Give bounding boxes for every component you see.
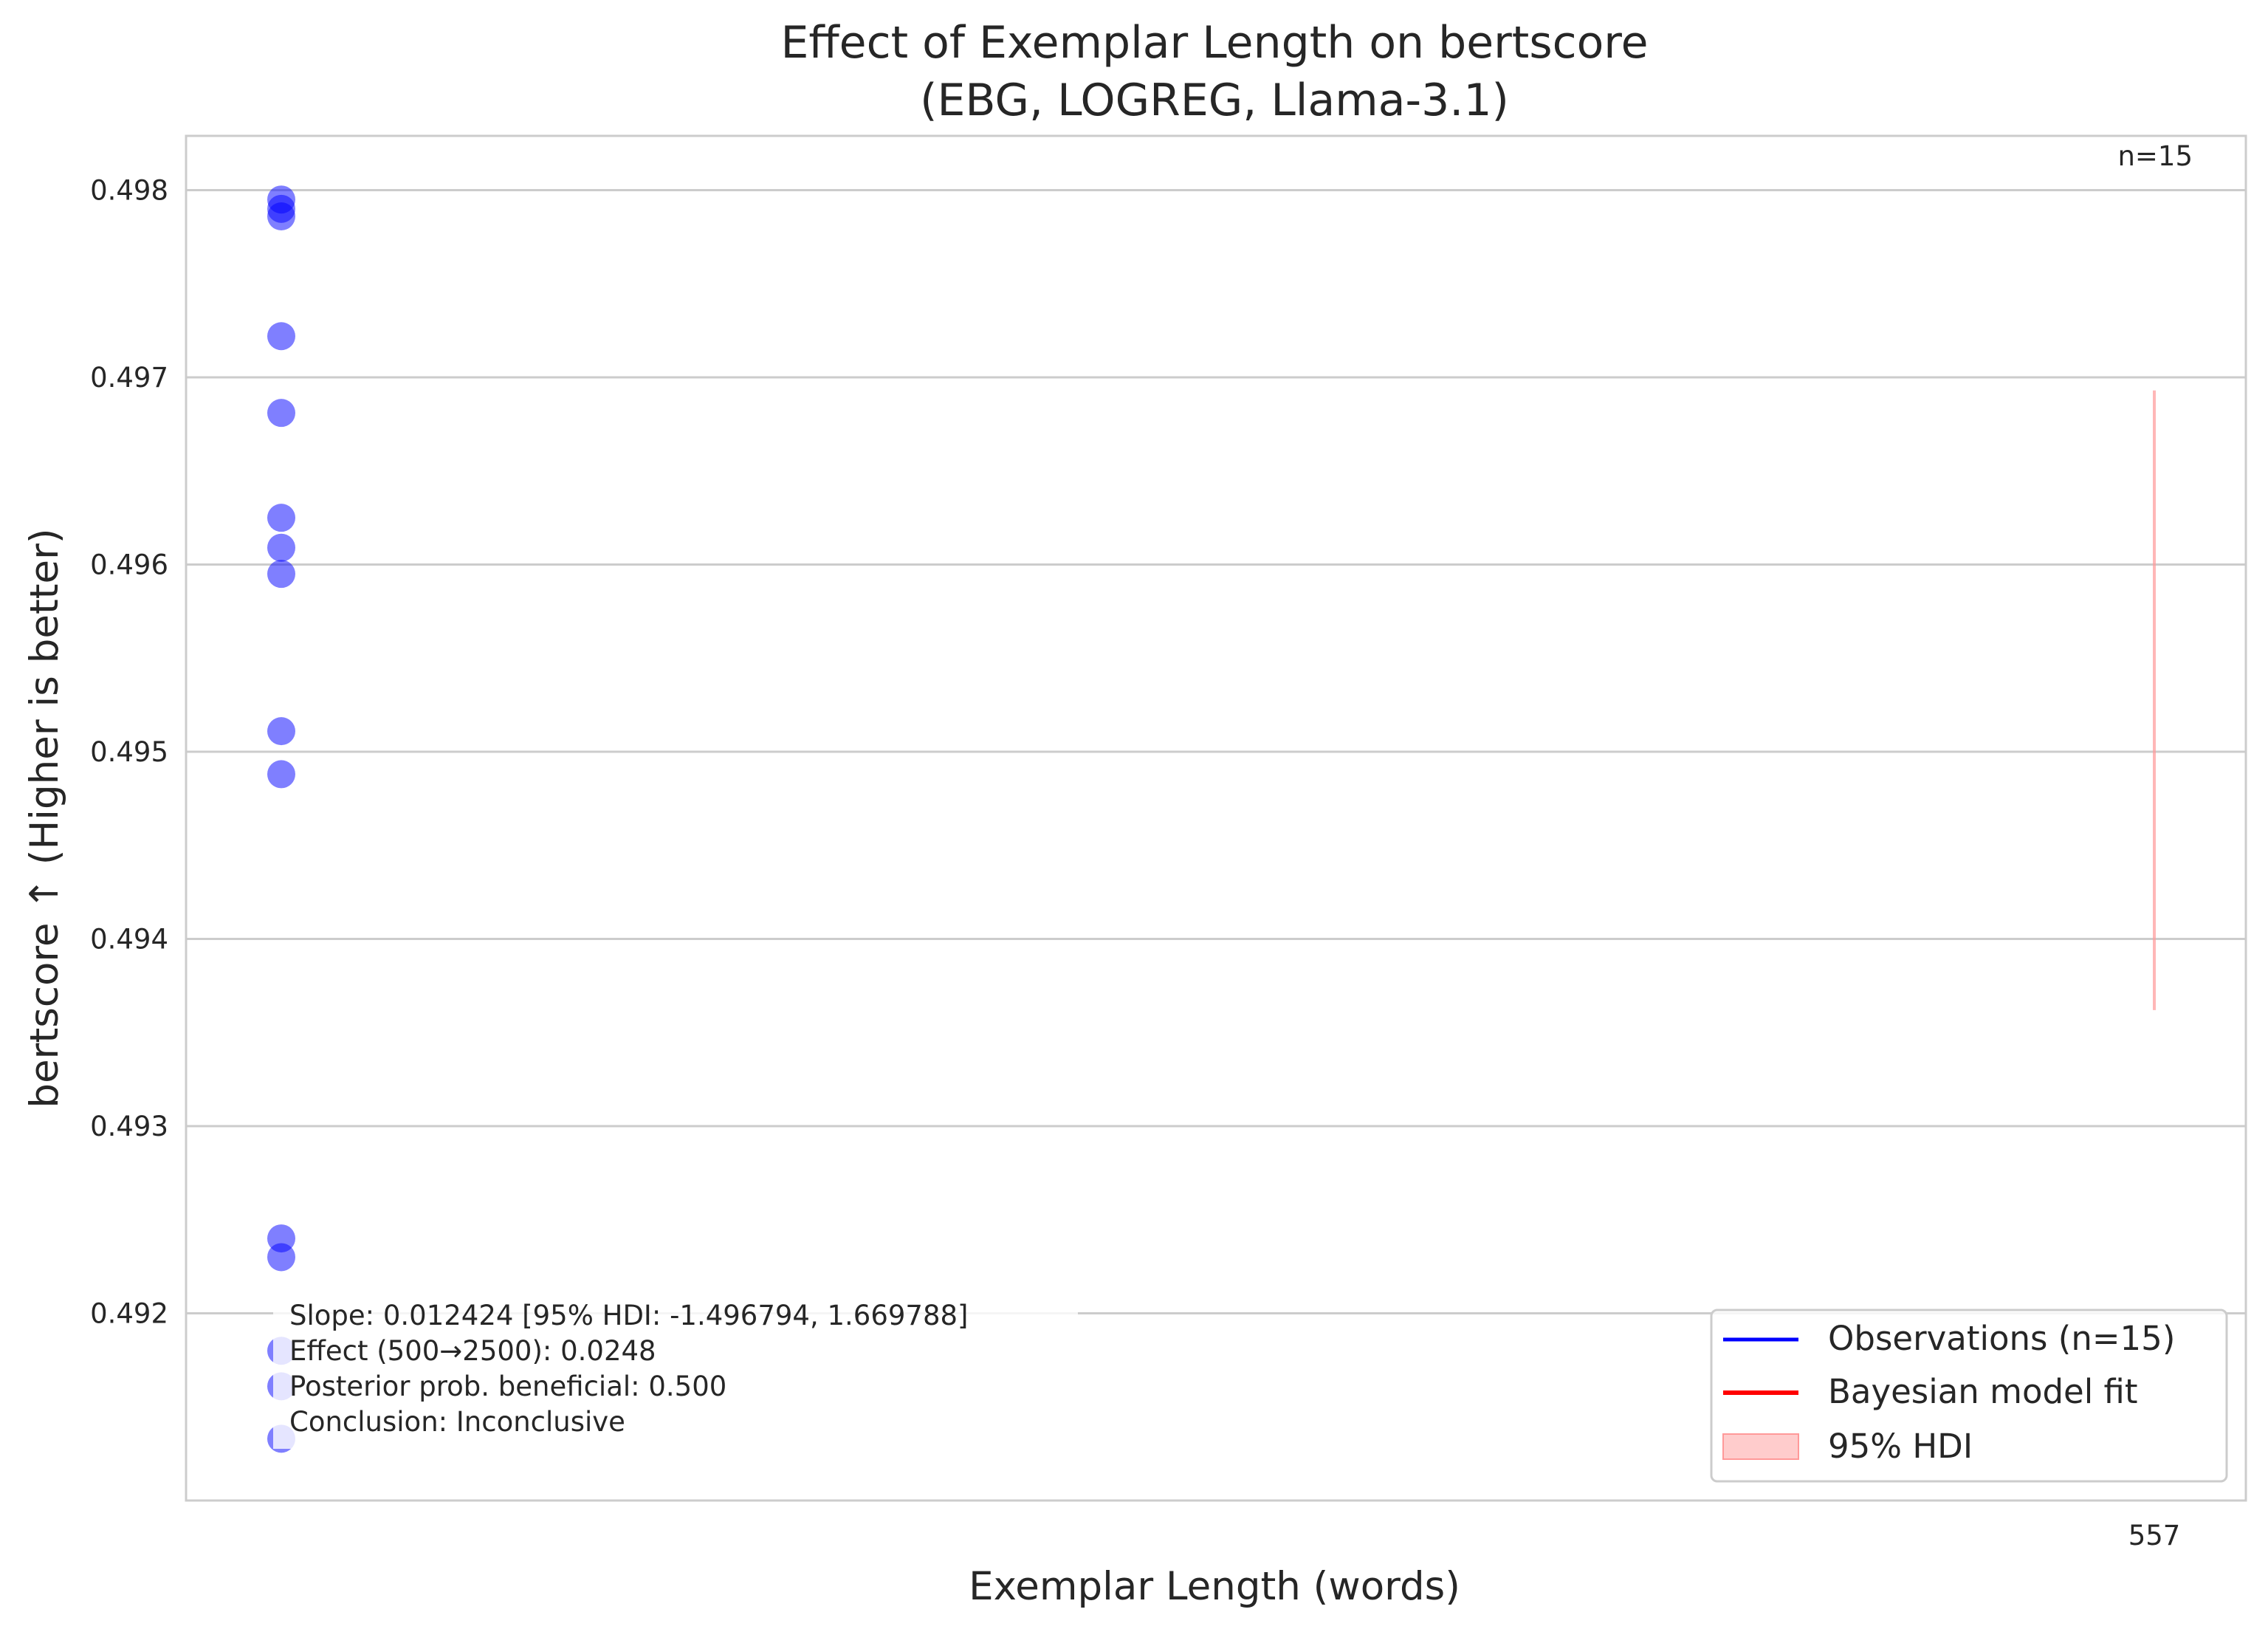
- stats-line-conclusion: Conclusion: Inconclusive: [289, 1406, 625, 1438]
- data-point: [267, 1243, 295, 1272]
- y-tick-label: 0.493: [90, 1111, 168, 1142]
- stats-box: [273, 1295, 1078, 1449]
- y-tick-label: 0.492: [90, 1298, 168, 1330]
- stats-text: Slope: 0.012424 [95% HDI: -1.496794, 1.6…: [289, 1300, 968, 1438]
- data-point: [267, 760, 295, 789]
- stats-line-posterior: Posterior prob. beneficial: 0.500: [289, 1371, 726, 1402]
- data-point: [267, 504, 295, 532]
- legend-frame: [1710, 1309, 2228, 1483]
- legend-label-observations: Observations (n=15): [1828, 1319, 2175, 1358]
- observation-points: [267, 185, 295, 1453]
- y-axis-label: bertscore ↑ (Higher is better): [22, 528, 67, 1108]
- chart-title: Effect of Exemplar Length on bertscore: [780, 17, 1648, 69]
- y-tick-label: 0.497: [90, 362, 168, 394]
- stats-line-slope: Slope: 0.012424 [95% HDI: -1.496794, 1.6…: [289, 1300, 968, 1331]
- data-point: [267, 202, 295, 231]
- plot-area: [185, 134, 2247, 1502]
- legend-swatch-hdi: [1722, 1433, 1799, 1460]
- chart-subtitle: (EBG, LOGREG, Llama-3.1): [920, 75, 1509, 126]
- legend-label-hdi: 95% HDI: [1828, 1427, 1973, 1466]
- data-point: [267, 399, 295, 428]
- y-tick-label: 0.496: [90, 549, 168, 581]
- stats-line-effect: Effect (500→2500): 0.0248: [289, 1335, 656, 1367]
- y-tick-label: 0.495: [90, 736, 168, 768]
- legend-label-model-fit: Bayesian model fit: [1828, 1372, 2138, 1411]
- data-point: [267, 322, 295, 351]
- y-tick-labels: 0.492 0.493 0.494 0.495 0.496 0.497 0.498: [90, 175, 168, 1330]
- data-point: [267, 560, 295, 589]
- y-tick-label: 0.498: [90, 175, 168, 207]
- data-point: [267, 533, 295, 562]
- data-point: [267, 717, 295, 746]
- x-tick-label: 557: [2128, 1520, 2181, 1551]
- x-axis-label: Exemplar Length (words): [969, 1564, 1460, 1609]
- legend: Observations (n=15) Bayesian model fit 9…: [1710, 1309, 2228, 1483]
- n-label: n=15: [2117, 140, 2193, 172]
- y-tick-label: 0.494: [90, 924, 168, 956]
